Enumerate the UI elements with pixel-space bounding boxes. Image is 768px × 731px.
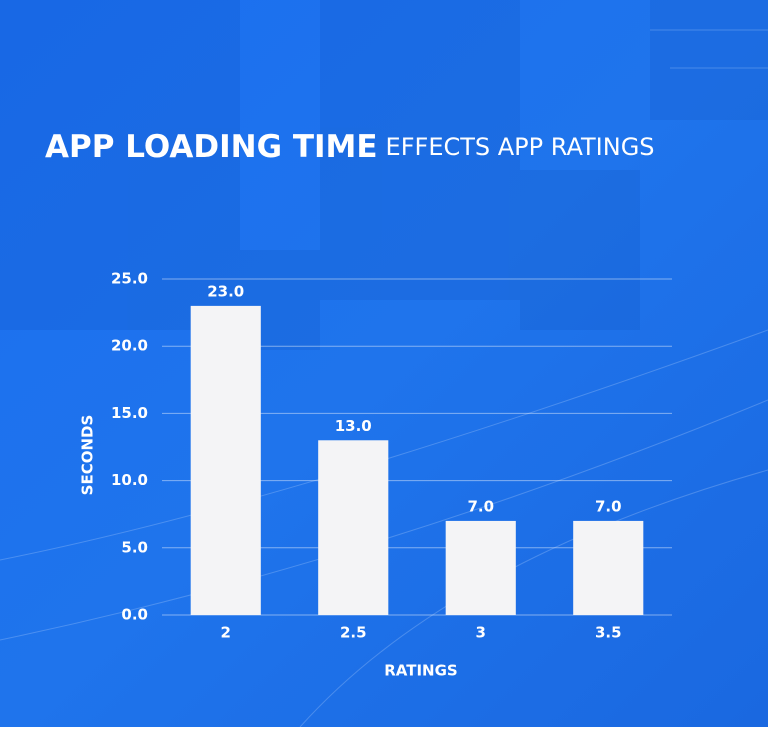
x-tick-label: 3 bbox=[476, 624, 486, 642]
bar bbox=[573, 520, 644, 615]
data-label: 7.0 bbox=[595, 497, 622, 515]
x-axis-label: RATINGS bbox=[384, 662, 457, 680]
y-axis-label: SECONDS bbox=[79, 415, 97, 496]
buildings bbox=[0, 0, 768, 350]
x-tick-label: 3.5 bbox=[595, 624, 622, 642]
y-tick-label: 5.0 bbox=[121, 538, 148, 556]
bar bbox=[318, 440, 389, 615]
x-tick-label: 2 bbox=[221, 624, 231, 642]
y-tick-label: 10.0 bbox=[111, 471, 148, 489]
data-label: 23.0 bbox=[207, 282, 244, 300]
y-tick-label: 25.0 bbox=[111, 270, 148, 288]
bar bbox=[190, 305, 261, 615]
data-label: 13.0 bbox=[335, 417, 372, 435]
subtitle: EFFECTS APP RATINGS bbox=[386, 133, 655, 161]
y-tick-label: 15.0 bbox=[111, 404, 148, 422]
bar bbox=[445, 520, 516, 615]
x-tick-label: 2.5 bbox=[340, 624, 367, 642]
y-tick-label: 20.0 bbox=[111, 337, 148, 355]
chart-title: APP LOADING TIME EFFECTS APP RATINGS bbox=[45, 129, 655, 165]
title: APP LOADING TIME bbox=[45, 129, 378, 165]
y-tick-label: 0.0 bbox=[121, 606, 148, 624]
data-label: 7.0 bbox=[467, 497, 494, 515]
